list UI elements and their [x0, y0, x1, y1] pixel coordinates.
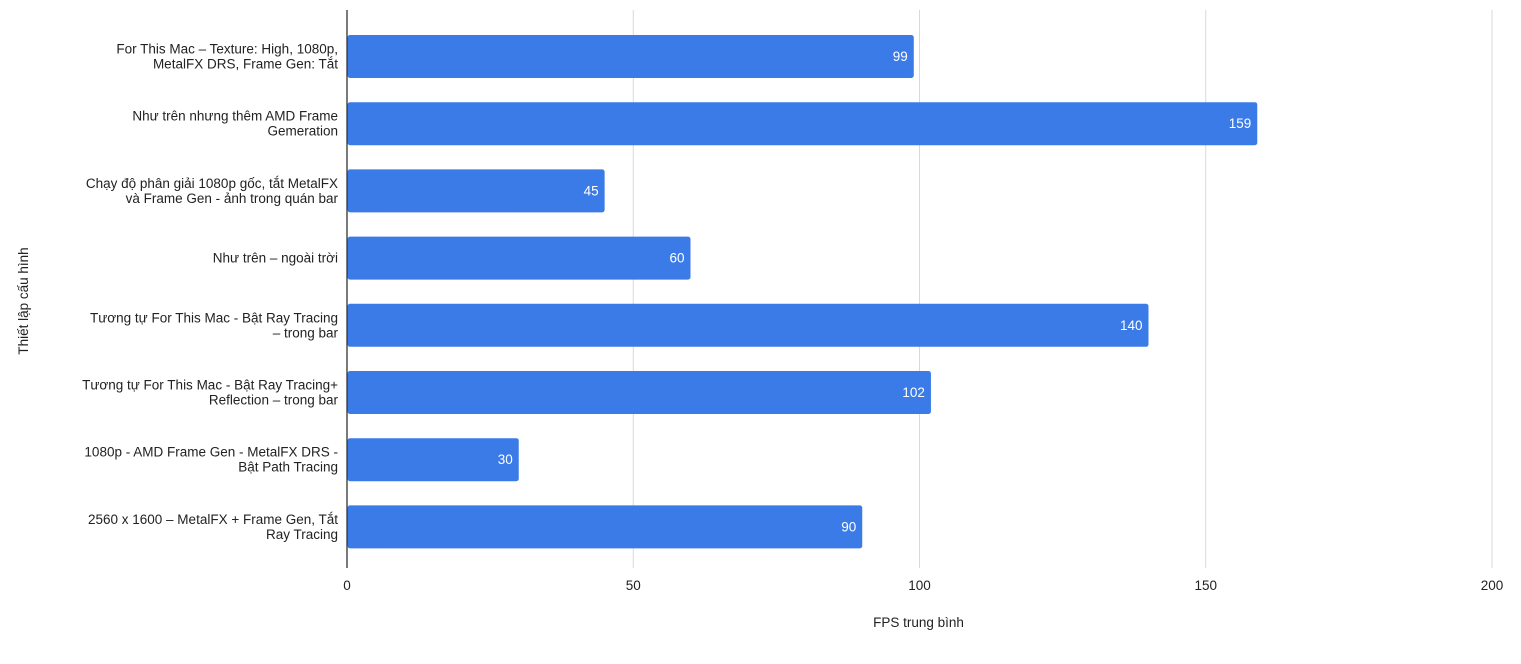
category-label-line: Bật Path Tracing	[238, 460, 338, 475]
x-tick-labels: 0 50 100 150 200	[343, 578, 1503, 593]
category-label-line: Như trên – ngoài trời	[213, 251, 338, 266]
data-label: 140	[1120, 318, 1143, 333]
data-label: 102	[902, 385, 925, 400]
data-labels: 99 159 45 60 140 102 30 90	[498, 49, 1252, 534]
x-axis-title: FPS trung bình	[873, 615, 964, 630]
category-labels: For This Mac – Texture: High, 1080p, Meta…	[82, 42, 338, 542]
category-label: Như trên – ngoài trời	[213, 251, 338, 266]
category-label-line: Tương tự For This Mac - Bật Ray Tracing	[90, 310, 338, 325]
category-label-line: 2560 x 1600 – MetalFX + Frame Gen, Tắt	[88, 512, 338, 527]
data-label: 30	[498, 452, 513, 467]
category-label-line: Gemeration	[267, 124, 338, 139]
bar	[347, 236, 691, 280]
category-label-line: Như trên nhưng thêm AMD Frame	[132, 109, 338, 124]
x-tick-label: 50	[626, 578, 641, 593]
bar	[347, 371, 931, 414]
category-label-line: MetalFX DRS, Frame Gen: Tắt	[153, 57, 338, 72]
category-label-line: Tương tự For This Mac - Bật Ray Tracing+	[82, 378, 338, 393]
data-label: 45	[584, 183, 599, 198]
y-axis-title: Thiết lập cấu hình	[16, 247, 31, 354]
bar	[347, 35, 914, 78]
x-tick-label: 100	[908, 578, 931, 593]
data-label: 90	[841, 519, 856, 534]
category-label-line: Ray Tracing	[266, 527, 338, 542]
gridlines	[632, 10, 1493, 568]
category-label-line: – trong bar	[273, 325, 339, 340]
bar	[347, 505, 863, 549]
x-tick-label: 150	[1194, 578, 1217, 593]
x-tick-label: 200	[1481, 578, 1504, 593]
data-label: 99	[893, 49, 908, 64]
x-tick-label: 0	[343, 578, 351, 593]
category-label: Tương tự For This Mac - Bật Ray Tracing+…	[82, 378, 338, 408]
category-label-line: Reflection – trong bar	[209, 393, 339, 408]
category-label: 1080p - AMD Frame Gen - MetalFX DRS -Bật…	[84, 445, 338, 475]
category-label: For This Mac – Texture: High, 1080p, Meta…	[116, 42, 338, 72]
bars	[347, 35, 1258, 549]
category-label-line: 1080p - AMD Frame Gen - MetalFX DRS -	[84, 445, 338, 460]
bar	[347, 169, 605, 213]
category-label: Tương tự For This Mac - Bật Ray Tracing –…	[90, 310, 338, 340]
bar	[347, 303, 1149, 347]
category-label-line: Chạy độ phân giải 1080p gốc, tắt MetalFX	[86, 176, 338, 191]
category-label: Chạy độ phân giải 1080p gốc, tắt MetalFX…	[86, 176, 339, 206]
bar	[347, 102, 1258, 146]
category-label: 2560 x 1600 – MetalFX + Frame Gen, Tắt Ra…	[88, 512, 338, 542]
category-label-line: và Frame Gen - ảnh trong quán bar	[126, 191, 339, 206]
data-label: 60	[669, 251, 684, 266]
category-label-line: For This Mac – Texture: High, 1080p,	[116, 42, 338, 57]
bar	[347, 438, 519, 482]
data-label: 159	[1229, 116, 1252, 131]
category-label: Như trên nhưng thêm AMD Frame Gemeration	[132, 109, 338, 139]
